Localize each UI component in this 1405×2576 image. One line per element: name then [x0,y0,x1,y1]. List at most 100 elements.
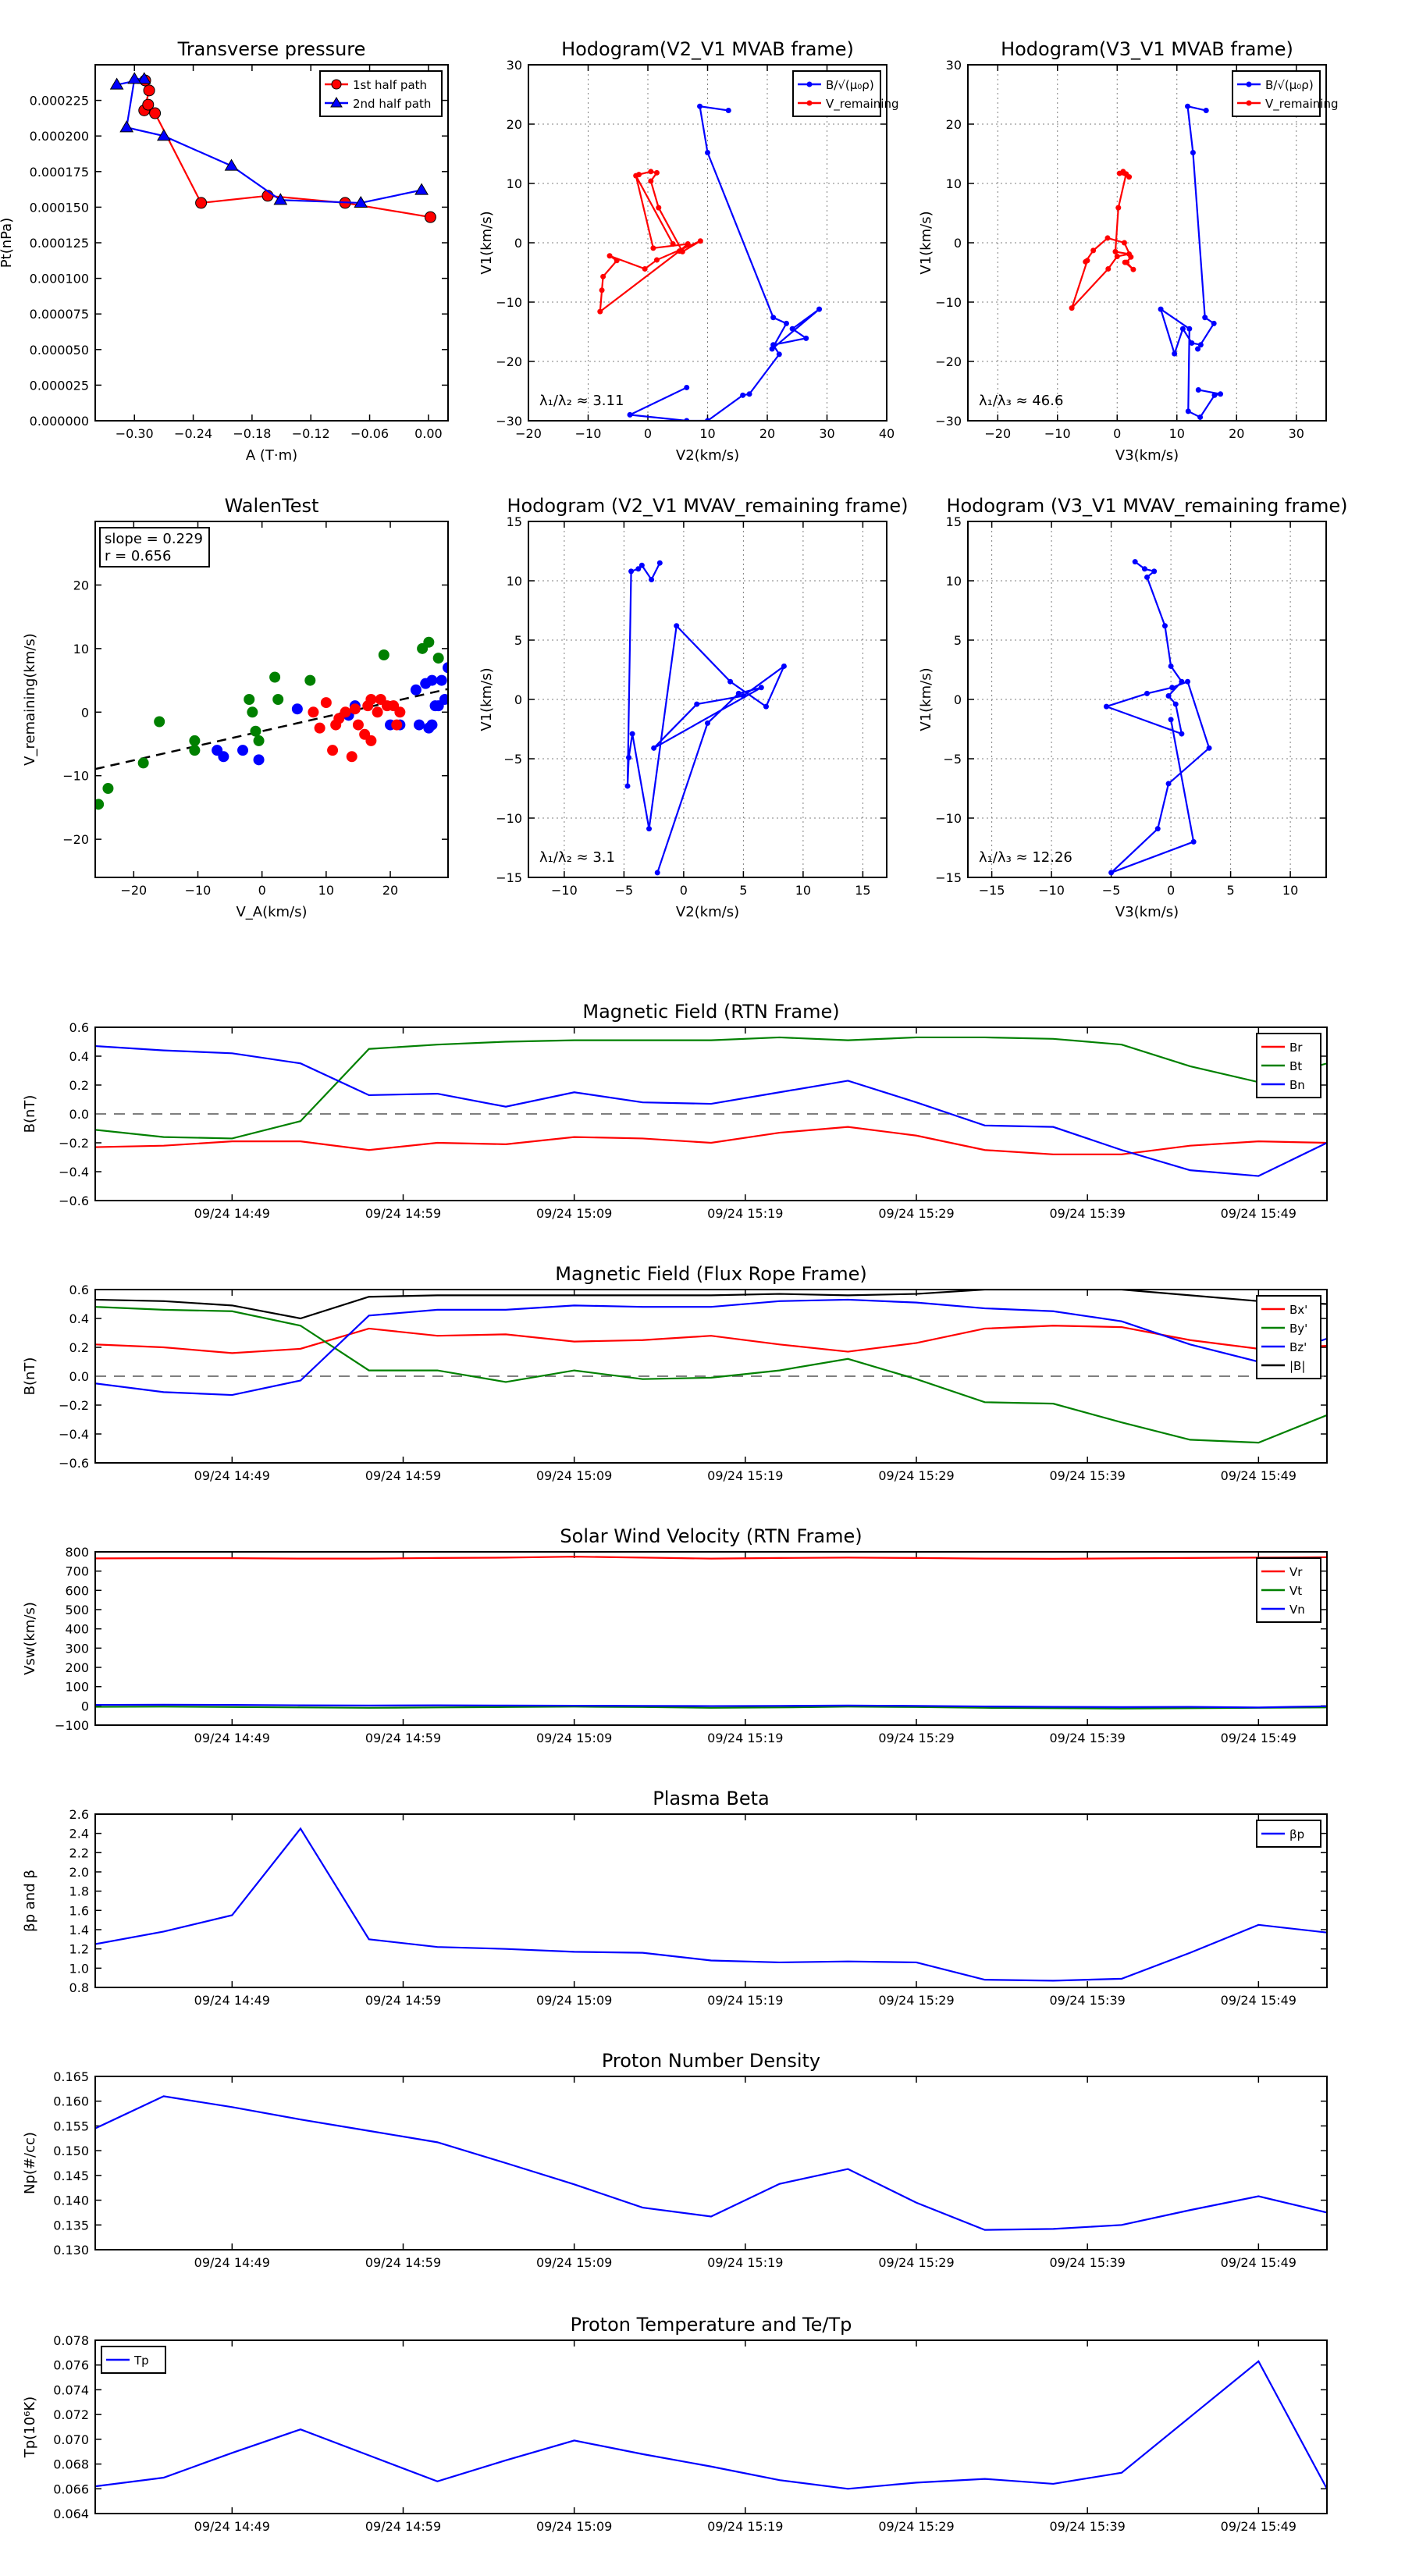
legend-label: Bn [1289,1078,1305,1092]
legend-label: 1st half path [353,78,427,92]
x-tick-label: 10 [1169,426,1185,441]
data-point [1172,701,1179,707]
y-tick-label: −30 [935,414,962,429]
legend-box [319,70,443,117]
data-point-circle [142,98,155,111]
data-point [781,663,787,669]
data-point [1069,305,1075,311]
y-tick-label: 10 [507,176,522,191]
x-axis-label: V_A(km/s) [236,904,307,920]
y-axis-label: Tp(10⁶K) [22,2396,38,2458]
plot-data [109,72,436,223]
y-tick-label: 400 [65,1622,89,1637]
data-point-triangle [119,120,134,133]
data-point [102,783,114,794]
y-tick-label: 0.4 [69,1049,89,1064]
x-tick-label: 10 [699,426,715,441]
chart-title: Hodogram(V2_V1 MVAB frame) [561,38,854,60]
data-point [684,384,690,390]
x-tick-label: 15 [855,883,870,898]
data-point [1151,568,1158,575]
plot-frame [94,2076,1328,2250]
series-line-0 [95,2360,1327,2490]
data-point [137,757,149,769]
x-tick-label: −20 [120,883,147,898]
x-tick-label: 09/24 15:29 [878,1731,954,1745]
data-point [648,178,654,184]
series-line-1 [599,170,701,314]
data-point [1144,574,1150,580]
data-point [651,745,657,751]
y-tick-label: 1.8 [69,1884,89,1899]
y-tick-label: 0.000100 [30,272,89,286]
chart-title: Transverse pressure [177,38,366,60]
data-point-circle [424,211,436,223]
x-tick-label: 09/24 15:19 [707,1993,783,2008]
eigenvalue-ratio-annotation: λ₁/λ₂ ≈ 3.1 [539,849,615,866]
data-point [1169,685,1176,691]
plot-data [624,560,787,876]
data-point [250,725,261,737]
x-tick-label: 09/24 15:49 [1221,1993,1297,2008]
data-point [1211,320,1217,326]
y-tick-label: 0.0 [69,1369,89,1384]
y-tick-label: 1.6 [69,1903,89,1918]
data-point [1197,414,1204,420]
y-axis-label: V1(km/s) [918,667,934,731]
chart-hodogram-v2-v1-mvav: Hodogram (V2_V1 MVAV_remaining frame) −10… [478,495,909,920]
data-point [1104,235,1111,241]
data-point [727,678,734,685]
data-point [1083,258,1089,265]
data-point [685,241,691,247]
chart-hodogram-v3-v1-mvav: Hodogram (V3_V1 MVAV_remaining frame) −15… [918,495,1348,920]
y-tick-label: 0.155 [53,2119,89,2133]
data-point [1185,103,1191,109]
data-point [1197,342,1204,348]
legend-label: Bx' [1289,1303,1307,1317]
chart-title: Solar Wind Velocity (RTN Frame) [560,1525,862,1547]
y-tick-label: 0 [81,1699,89,1713]
y-tick-label: 200 [65,1660,89,1675]
chart-title: Plasma Beta [653,1788,769,1809]
y-tick-label: 0.000150 [30,200,89,215]
x-tick-label: 09/24 14:49 [194,2255,270,2270]
eigenvalue-ratio-annotation: λ₁/λ₂ ≈ 3.11 [539,393,624,409]
data-point [375,694,386,705]
data-point [740,392,746,398]
chart-title: Proton Temperature and Te/Tp [571,2314,852,2336]
data-point [1090,247,1097,254]
chart-title: WalenTest [225,495,319,517]
data-point [1190,838,1197,845]
data-point [599,287,605,294]
legend: 1st half path 2nd half path [319,70,443,117]
data-point [656,205,662,211]
data-point [189,735,201,746]
y-tick-label: 30 [946,58,962,73]
data-point [372,706,383,718]
y-tick-label: 0 [514,692,522,707]
y-tick-label: 15 [507,514,522,529]
data-point [629,731,635,737]
y-tick-label: −10 [935,295,962,310]
x-tick-label: 09/24 15:19 [707,1206,783,1221]
stats-line: r = 0.656 [105,548,171,564]
x-tick-label: 0 [680,883,688,898]
y-axis-label: V1(km/s) [478,211,495,274]
x-tick-label: 20 [1229,426,1244,441]
chart-magnetic-field-rtn: Magnetic Field (RTN Frame) 09/24 14:49 09/… [22,1001,1328,1221]
x-tick-label: −10 [1044,426,1071,441]
data-point [443,662,448,674]
legend-label: B/√(μ₀ρ) [826,78,874,92]
legend-label: Br [1289,1041,1303,1055]
stats-line: slope = 0.229 [105,531,203,547]
plot-data [95,1556,1327,1710]
x-tick-label: 40 [879,426,895,441]
x-tick-label: 0 [644,426,652,441]
y-tick-label: −15 [496,870,522,885]
legend-label: V_remaining [826,97,899,112]
data-point [746,391,752,397]
x-tick-label: −20 [984,426,1011,441]
data-point [429,700,441,712]
data-point [626,754,632,760]
legend-label: βp [1289,1827,1304,1841]
